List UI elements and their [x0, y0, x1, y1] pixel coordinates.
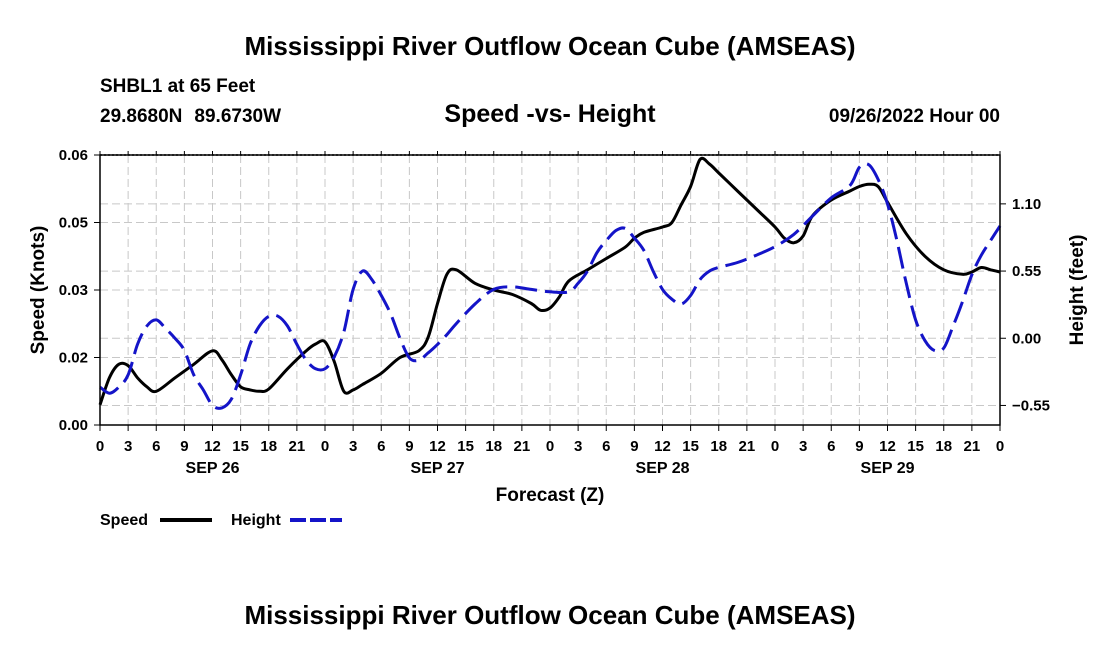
x-tick-label: 12 [429, 438, 446, 455]
x-axis-title: Forecast (Z) [496, 485, 605, 506]
chart-title: Speed -vs- Height [444, 100, 656, 128]
date-label: SEP 28 [636, 460, 690, 477]
x-tick-label: 6 [152, 438, 160, 455]
latitude-label: 29.8680N [100, 106, 183, 127]
right-tick-label: 0.55 [1012, 263, 1041, 280]
x-tick-label: 15 [682, 438, 699, 455]
x-tick-label: 0 [321, 438, 329, 455]
footer-title: Mississippi River Outflow Ocean Cube (AM… [244, 600, 856, 630]
date-label: SEP 27 [411, 460, 465, 477]
x-tick-label: 21 [289, 438, 306, 455]
left-tick-label: 0.06 [59, 147, 88, 164]
x-tick-label: 12 [204, 438, 221, 455]
legend-height-label: Height [231, 512, 281, 529]
x-tick-label: 0 [996, 438, 1004, 455]
x-tick-label: 15 [232, 438, 249, 455]
grid-lines [100, 155, 1000, 425]
left-tick-label: 0.02 [59, 350, 88, 367]
x-tick-label: 9 [855, 438, 863, 455]
x-tick-label: 21 [739, 438, 756, 455]
legend-speed-label: Speed [100, 512, 148, 529]
x-tick-label: 12 [654, 438, 671, 455]
legend: Speed Height [100, 512, 342, 529]
speed-series-line [98, 156, 1001, 406]
x-tick-label: 12 [879, 438, 896, 455]
x-tick-label: 6 [602, 438, 610, 455]
x-tick-label: 3 [349, 438, 357, 455]
x-tick-label: 6 [827, 438, 835, 455]
x-tick-label: 15 [907, 438, 924, 455]
date-label: SEP 26 [186, 460, 240, 477]
series-lines [98, 156, 1002, 410]
x-tick-label: 3 [574, 438, 582, 455]
x-tick-label: 9 [405, 438, 413, 455]
x-tick-label: 18 [710, 438, 727, 455]
x-tick-label: 15 [457, 438, 474, 455]
left-tick-label: 0.00 [59, 417, 88, 434]
right-tick-label: 0.00 [1012, 330, 1041, 347]
x-tick-label: 18 [935, 438, 952, 455]
axis-labels: 0 3 6 9 12 15 18 21 0 3 6 9 12 15 18 21 0 3 6 9 12 15 18 21 0 3 6 9… [59, 147, 1050, 477]
x-tick-label: 0 [546, 438, 554, 455]
x-tick-label: 18 [260, 438, 277, 455]
x-tick-label: 3 [124, 438, 132, 455]
x-tick-label: 9 [180, 438, 188, 455]
axis-ticks [94, 151, 1006, 431]
run-time-label: 09/26/2022 Hour 00 [828, 106, 1000, 127]
x-tick-label: 21 [514, 438, 531, 455]
left-tick-label: 0.05 [59, 215, 88, 232]
x-tick-label: 0 [96, 438, 104, 455]
x-tick-label: 3 [799, 438, 807, 455]
date-label: SEP 29 [861, 460, 915, 477]
right-tick-label: −0.55 [1012, 397, 1050, 414]
station-coordinates: 29.8680N 89.6730W [100, 106, 281, 128]
x-tick-label: 0 [771, 438, 779, 455]
left-tick-label: 0.03 [59, 282, 88, 299]
main-title: Mississippi River Outflow Ocean Cube (AM… [244, 31, 856, 61]
right-tick-label: 1.10 [1012, 196, 1041, 213]
x-tick-label: 21 [964, 438, 981, 455]
x-tick-label: 6 [377, 438, 385, 455]
left-axis-title: Speed (Knots) [28, 226, 49, 355]
right-axis-title: Height (feet) [1067, 235, 1088, 346]
x-tick-label: 18 [485, 438, 502, 455]
height-series-line [99, 162, 1002, 410]
x-tick-label: 9 [630, 438, 638, 455]
longitude-label: 89.6730W [194, 106, 282, 127]
station-label: SHBL1 at 65 Feet [100, 76, 256, 97]
